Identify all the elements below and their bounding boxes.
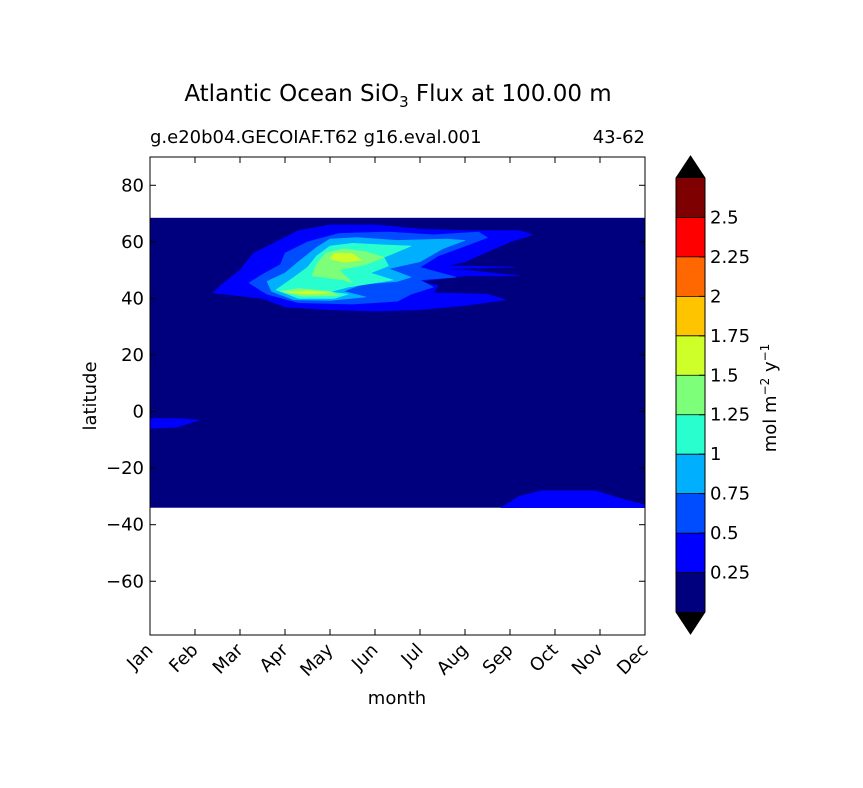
colorbar-tick-label: 1.5: [710, 365, 739, 386]
colorbar-tick-label: 2: [710, 286, 721, 307]
x-tick-label: Sep: [479, 640, 518, 679]
colorbar-swatch: [676, 493, 705, 534]
colorbar-tick-label: 1.75: [710, 326, 750, 347]
colorbar-label: mol m−2 y−1: [758, 344, 781, 453]
colorbar-tick-label: 2.25: [710, 247, 750, 268]
y-tick-label: 20: [121, 345, 144, 366]
y-tick-label: −20: [106, 458, 144, 479]
y-tick-label: 40: [121, 288, 144, 309]
contour-region-8: [311, 248, 385, 284]
colorbar-tick-label: 1: [710, 444, 721, 465]
subtitle-year-range: 43-62: [593, 127, 645, 148]
y-tick-label: −60: [106, 571, 144, 592]
colorbar-swatch: [676, 533, 705, 573]
contour-region-2: [500, 490, 645, 509]
subtitle-case-name: g.e20b04.GECOIAF.T62 g16.eval.001: [150, 127, 482, 148]
y-tick-label: 0: [133, 402, 144, 423]
chart-title: Atlantic Ocean SiO3 Flux at 100.00 m: [184, 81, 611, 111]
contour-region-10: [329, 252, 362, 263]
colorbar: 0.25 0.5 0.75 1 1.25 1.5 1.75 2 2.25 2.5: [675, 155, 750, 635]
colorbar-swatch: [676, 414, 705, 455]
x-tick-label: Aug: [433, 640, 473, 680]
colorbar-swatch: [676, 296, 705, 336]
x-tick-label: Apr: [256, 639, 293, 676]
colorbar-tick-label: 0.5: [710, 523, 739, 544]
colorbar-outline: [675, 155, 706, 635]
colorbar-tick-label: 0.25: [710, 563, 750, 584]
colorbar-swatch: [676, 375, 705, 415]
y-tick-label: 80: [121, 175, 144, 196]
contour-region-1: [150, 418, 200, 429]
y-axis-label: latitude: [80, 361, 101, 430]
x-axis-label: month: [368, 688, 426, 709]
y-tick-label: 60: [121, 232, 144, 253]
x-tick-label: Nov: [568, 639, 608, 679]
heatmap-layer: [150, 217, 645, 509]
x-tick-label: Oct: [526, 640, 563, 677]
contour-region-9: [284, 290, 331, 295]
colorbar-swatch: [676, 178, 705, 218]
colorbar-extend-max: [676, 156, 705, 178]
x-tick-label: Jan: [122, 640, 157, 675]
x-tick-label: May: [296, 639, 337, 680]
x-tick-label: Dec: [613, 640, 652, 679]
x-tick-label: Jul: [397, 640, 428, 671]
colorbar-swatch: [676, 572, 705, 612]
plot-frame: [149, 156, 646, 636]
colorbar-swatch: [676, 454, 705, 494]
colorbar-swatch: [676, 217, 705, 257]
x-tick-label: Jun: [347, 640, 382, 675]
x-tick-label: Mar: [209, 639, 248, 678]
colorbar-swatch: [676, 256, 705, 297]
colorbar-tick-label: 2.5: [710, 207, 739, 228]
colorbar-swatch: [676, 335, 705, 376]
y-tick-label: −40: [106, 515, 144, 536]
colorbar-extend-min: [676, 612, 705, 634]
x-tick-label: Feb: [165, 640, 202, 677]
colorbar-tick-label: 0.75: [710, 484, 750, 505]
plot-area: Jan Feb Mar Apr May Jun Jul Aug Sep Oct Nov Dec 80 60…: [106, 156, 653, 681]
colorbar-tick-label: 1.25: [710, 405, 750, 426]
